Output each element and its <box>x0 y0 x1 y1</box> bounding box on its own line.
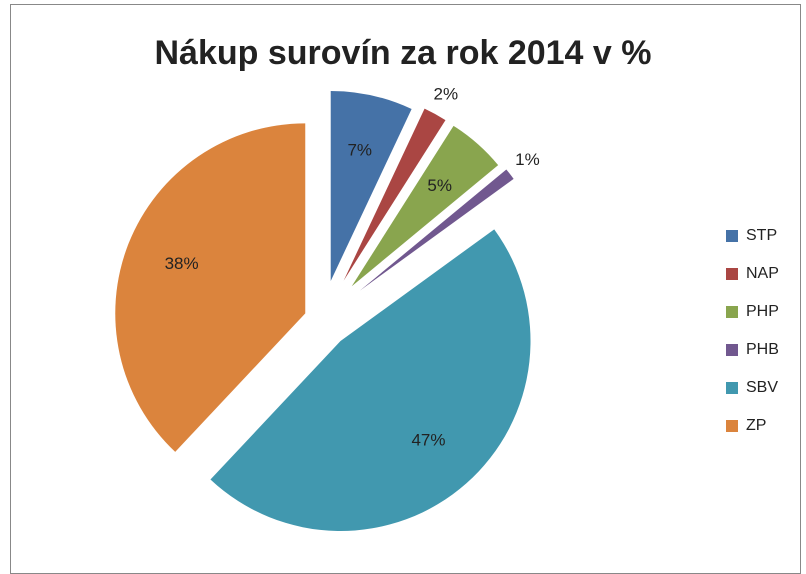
pie-slice <box>351 125 499 287</box>
data-label: 47% <box>411 430 445 449</box>
legend-label: SBV <box>746 379 778 396</box>
legend-label: STP <box>746 227 777 244</box>
data-label: 2% <box>434 84 459 103</box>
legend-swatch <box>726 230 738 242</box>
legend-swatch <box>726 306 738 318</box>
legend-label: PHB <box>746 341 779 358</box>
pie-slice <box>115 123 306 452</box>
legend-swatch <box>726 382 738 394</box>
legend-label: NAP <box>746 265 779 282</box>
pie-slice <box>210 229 531 532</box>
data-label: 1% <box>515 150 540 169</box>
pie-slice <box>343 108 446 281</box>
legend-swatch <box>726 344 738 356</box>
data-label: 38% <box>165 254 199 273</box>
data-label: 5% <box>427 176 452 195</box>
pie-slice <box>359 169 514 291</box>
legend-swatch <box>726 420 738 432</box>
pie-slice <box>330 90 412 281</box>
chart-title: Nákup surovín za rok 2014 v % <box>155 34 652 72</box>
legend-label: PHP <box>746 303 779 320</box>
legend-label: ZP <box>746 417 766 434</box>
legend-swatch <box>726 268 738 280</box>
data-label: 7% <box>347 141 372 160</box>
